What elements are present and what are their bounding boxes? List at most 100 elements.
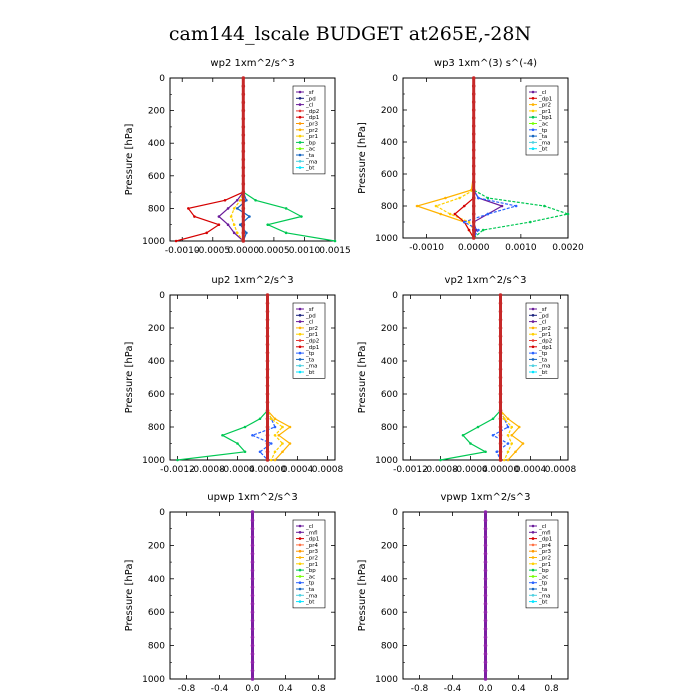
series-point-sf xyxy=(241,116,246,121)
series-point-cl xyxy=(483,618,488,623)
series-point-sf xyxy=(241,141,246,145)
panel-title: vpwp 1xm^2/s^3 xyxy=(440,492,530,503)
series-point-tp xyxy=(506,442,510,445)
legend-label: _bt xyxy=(305,166,315,172)
legend-label: _ma xyxy=(538,364,550,370)
series-point-cl xyxy=(250,551,255,556)
series-point-tp xyxy=(506,425,510,429)
legend-marker xyxy=(531,314,535,317)
legend-label: _pr2 xyxy=(305,128,318,134)
series-point-cl xyxy=(250,568,255,573)
series-point-dp1 xyxy=(467,228,471,232)
series-point-pr2 xyxy=(510,433,514,437)
series-point-sf xyxy=(265,342,270,347)
series-line-dp1 xyxy=(175,78,244,242)
legend-marker xyxy=(298,122,302,125)
legend-label: _pr1 xyxy=(538,109,551,115)
series-point-sf xyxy=(265,400,270,405)
legend-marker xyxy=(298,575,302,578)
legend-marker xyxy=(531,531,535,534)
legend-label: _sf xyxy=(305,307,315,313)
legend-marker xyxy=(531,562,535,566)
series-point-ta xyxy=(238,223,242,226)
x-tick-label: 0.0004 xyxy=(282,465,314,475)
series-point-sf xyxy=(471,220,476,224)
series-line-dp1 xyxy=(453,78,475,239)
series-point-pr1 xyxy=(281,425,284,429)
series-point-bp xyxy=(484,450,487,454)
y-tick-label: 200 xyxy=(148,541,165,551)
legend-label: _dp2 xyxy=(305,109,319,115)
series-point-sf xyxy=(241,222,246,227)
series-point-sf xyxy=(265,309,270,314)
legend-label: _tp xyxy=(538,128,548,134)
legend-marker xyxy=(531,358,535,361)
legend-label: _cl xyxy=(538,320,547,326)
series-point-pr1 xyxy=(502,417,506,421)
y-tick-label: 800 xyxy=(381,642,398,652)
series-point-cl xyxy=(483,635,488,640)
series-point-pr1 xyxy=(273,450,277,454)
series-point-sf xyxy=(241,165,246,170)
series-point-bp xyxy=(476,425,480,429)
legend-marker xyxy=(531,320,535,323)
legend-label: _pr1 xyxy=(305,562,318,568)
series-point-tp xyxy=(462,220,466,224)
x-tick-label: 0.0005 xyxy=(258,246,290,256)
series-point-sf xyxy=(241,125,246,129)
series-point-sf xyxy=(241,100,246,105)
legend-label: _dp1 xyxy=(305,537,319,543)
y-axis-label: Pressure [hPa] xyxy=(124,560,135,632)
legend-marker xyxy=(531,364,535,368)
series-point-cl xyxy=(250,635,255,640)
x-tick-label: 0.0010 xyxy=(289,246,321,256)
x-tick-label: 0.0010 xyxy=(505,243,537,253)
x-tick-label: -0.0004 xyxy=(220,465,255,475)
series-point-cl xyxy=(483,602,488,606)
series-point-sf xyxy=(498,433,503,438)
series-point-pr2 xyxy=(439,212,443,216)
legend-marker xyxy=(531,543,535,547)
figure-title: cam144_lscale BUDGET at265E,-28N xyxy=(169,23,531,45)
legend-label: _pr3 xyxy=(305,549,319,555)
series-point-pr2 xyxy=(288,442,292,445)
series-point-sf xyxy=(265,392,270,396)
legend-label: _ta xyxy=(305,153,314,159)
series-point-sf xyxy=(265,416,270,421)
series-point-cl xyxy=(250,543,255,548)
y-tick-label: 400 xyxy=(148,575,165,585)
y-axis-label: Pressure [hPa] xyxy=(357,122,368,194)
x-tick-label: 0.0015 xyxy=(319,246,351,256)
series-point-sf xyxy=(265,326,270,330)
y-tick-label: 600 xyxy=(148,172,165,182)
panel-wp2: wp2 1xm^2/s^3 Pressure [hPa] 0 200 400 600 800… xyxy=(124,58,351,256)
legend-label: _cl xyxy=(305,320,314,326)
series-point-sf xyxy=(241,133,246,137)
series-point-sf xyxy=(498,392,503,396)
panel-upwp: upwp 1xm^2/s^3 Pressure [hPa] 0 200 400 600 80… xyxy=(124,492,336,694)
legend-label: _ma xyxy=(305,593,317,599)
panel-vp2: vp2 1xm^2/s^3 Pressure [hPa] 0 200 400 600 800… xyxy=(357,275,577,475)
legend: _sf_pd_cl_pr2_pr1_dp2_dp1_tp_ta_ma_bt xyxy=(525,302,559,379)
series-point-cl xyxy=(483,518,488,523)
series-point-sf xyxy=(471,164,476,168)
x-tick-label: 0.4 xyxy=(511,684,526,694)
series-point-sf xyxy=(498,441,503,446)
series-point-sf xyxy=(498,400,503,405)
series-point-sf xyxy=(498,367,503,372)
series-point-sf xyxy=(265,359,270,363)
legend-label: _dp1 xyxy=(305,345,319,351)
panel-title: vp2 1xm^2/s^3 xyxy=(445,275,527,286)
series-point-sf xyxy=(498,342,503,347)
series-point-sf xyxy=(471,156,476,160)
legend-marker xyxy=(531,109,535,113)
legend-marker xyxy=(298,543,302,547)
series-point-sf xyxy=(471,116,476,120)
series-point-pr2 xyxy=(273,458,277,462)
series-point-sf xyxy=(265,458,270,462)
series-point-pr1 xyxy=(506,450,510,454)
series-point-cl xyxy=(232,231,236,235)
legend-label: _cl xyxy=(538,524,547,530)
legend-marker xyxy=(531,103,535,106)
y-axis-label: Pressure [hPa] xyxy=(357,560,368,632)
